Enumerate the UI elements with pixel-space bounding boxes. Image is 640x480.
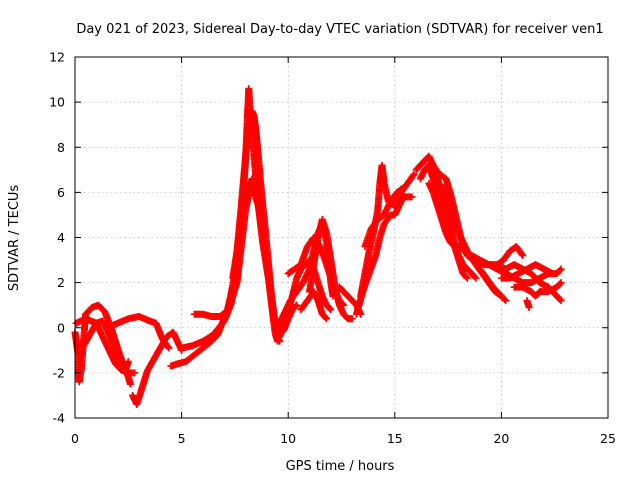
arc-series [433, 179, 505, 300]
x-axis-ticks: 0 5 10 15 20 25 [71, 57, 616, 446]
data-point-marker [323, 315, 331, 323]
y-tick-label: -2 [53, 365, 65, 380]
arc-series [357, 161, 418, 300]
data-point-marker [126, 380, 134, 388]
data-points [71, 85, 565, 408]
y-tick-label: 12 [49, 50, 65, 65]
data-point-marker [463, 274, 471, 282]
x-tick-label: 10 [280, 431, 296, 446]
data-point-marker [519, 252, 527, 260]
data-point-marker [398, 185, 406, 193]
arc-series [103, 312, 173, 352]
data-point-marker [292, 302, 300, 310]
data-point-marker [472, 274, 480, 282]
data-point-marker [326, 305, 334, 313]
data-point-marker [557, 265, 565, 273]
data-point-marker [556, 266, 564, 274]
y-tick-label: 0 [57, 320, 65, 335]
x-tick-label: 5 [178, 431, 186, 446]
data-point-marker [408, 193, 416, 201]
y-tick-label: 10 [49, 95, 65, 110]
x-tick-label: 15 [387, 431, 403, 446]
arc-series [523, 297, 533, 311]
x-tick-label: 25 [600, 431, 616, 446]
y-tick-label: 8 [57, 140, 65, 155]
data-point-marker [399, 184, 407, 192]
chart-title: Day 021 of 2023, Sidereal Day-to-day VTE… [76, 22, 603, 37]
data-point-marker [497, 292, 505, 300]
arc-series [416, 161, 471, 282]
data-point-marker [164, 343, 172, 351]
data-point-marker [293, 301, 301, 309]
arc-series [80, 317, 139, 377]
data-point-marker [549, 270, 557, 278]
arc-series [361, 184, 407, 251]
arc-series [306, 215, 356, 323]
arc-series [129, 328, 186, 408]
grid-lines [75, 57, 608, 418]
data-point-marker [124, 358, 132, 366]
data-point-marker [557, 279, 565, 287]
y-tick-label: 2 [57, 275, 65, 290]
data-point-marker [254, 188, 262, 196]
y-tick-label: -4 [53, 411, 66, 426]
x-axis-label: GPS time / hours [286, 459, 395, 474]
arc-series [493, 261, 565, 305]
arc-series [497, 261, 557, 282]
x-tick-label: 20 [493, 431, 509, 446]
data-point-marker [502, 297, 510, 305]
data-point-marker [409, 172, 417, 180]
data-point-marker [274, 337, 282, 345]
data-point-marker [501, 296, 509, 304]
data-point-marker [348, 315, 356, 323]
y-axis-label: SDTVAR / TECUs [7, 185, 22, 292]
data-point-marker [327, 306, 335, 314]
data-point-marker [471, 273, 479, 281]
data-point-marker [556, 296, 564, 304]
arc-series [190, 175, 262, 320]
y-tick-label: 6 [57, 185, 65, 200]
data-point-marker [410, 170, 418, 178]
data-point-marker [556, 280, 564, 288]
data-point-marker [525, 303, 533, 311]
data-point-marker [131, 369, 139, 377]
y-axis-ticks: -4 -2 0 2 4 6 8 10 12 [49, 50, 608, 426]
data-point-marker [496, 291, 504, 299]
arc-series [510, 279, 565, 300]
data-point-marker [322, 314, 330, 322]
data-point-marker [462, 273, 470, 281]
data-point-marker [557, 297, 565, 305]
y-tick-label: 4 [57, 230, 65, 245]
arc-series [297, 288, 331, 323]
data-point-marker [165, 344, 173, 352]
data-point-marker [518, 250, 526, 258]
x-tick-label: 0 [71, 431, 79, 446]
